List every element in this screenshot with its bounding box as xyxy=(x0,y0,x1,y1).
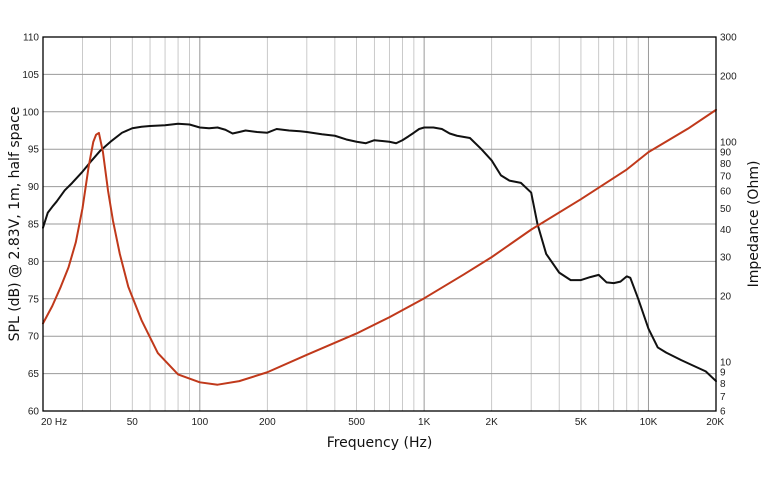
x-tick-label: 200 xyxy=(259,417,276,428)
y-tick-label: 80 xyxy=(28,257,40,268)
y2-tick-label: 6 xyxy=(720,407,726,418)
y2-tick-label: 70 xyxy=(720,172,732,183)
plot-frame xyxy=(42,36,717,412)
y-tick-labels: 60 65 70 75 80 85 90 95 100 105 110 xyxy=(22,33,39,418)
y2-tick-label: 9 xyxy=(720,368,726,379)
y-tick-label: 70 xyxy=(28,332,40,343)
y-tick-label: 60 xyxy=(28,407,40,418)
y2-tick-label: 30 xyxy=(720,253,732,264)
y2-tick-label: 300 xyxy=(720,33,737,44)
series-line-spl xyxy=(42,122,717,383)
x-axis-title: Frequency (Hz) xyxy=(327,435,433,451)
y-tick-label: 105 xyxy=(22,70,39,81)
y2-tick-label: 200 xyxy=(720,71,737,82)
x-tick-label: 500 xyxy=(348,417,365,428)
y-axis-title: SPL (dB) @ 2.83V, 1m, half space xyxy=(7,107,23,342)
y2-axis-title: Impedance (Ohm) xyxy=(746,161,762,288)
y2-tick-label: 80 xyxy=(720,159,732,170)
y-tick-label: 110 xyxy=(23,33,39,44)
x-tick-label: 5K xyxy=(575,417,588,428)
y2-tick-label: 20 xyxy=(720,291,732,302)
series-line-impedance xyxy=(42,108,717,386)
y-tick-label: 90 xyxy=(28,182,40,193)
x-tick-label: 20K xyxy=(706,417,724,428)
x-tick-label: 1K xyxy=(418,417,431,428)
y-tick-label: 95 xyxy=(28,145,40,156)
y-tick-label: 85 xyxy=(28,220,40,231)
y2-tick-label: 40 xyxy=(720,225,732,236)
x-tick-label: 20 Hz xyxy=(41,417,67,428)
y-tick-label: 100 xyxy=(22,107,39,118)
y2-tick-label: 7 xyxy=(720,392,726,403)
y2-tick-label: 10 xyxy=(720,358,732,369)
y2-tick-label: 100 xyxy=(720,138,737,149)
grid xyxy=(42,36,717,412)
y2-tick-label: 60 xyxy=(720,186,732,197)
y-tick-label: 75 xyxy=(28,294,40,305)
y2-tick-label: 90 xyxy=(720,148,732,159)
x-tick-label: 50 xyxy=(127,417,139,428)
x-tick-labels: 20 Hz 50 100 200 500 1K 2K 5K 10K 20K xyxy=(41,417,724,428)
x-tick-label: 2K xyxy=(486,417,499,428)
y-tick-label: 65 xyxy=(28,369,40,380)
y2-tick-label: 8 xyxy=(720,379,726,390)
series-layer xyxy=(42,108,717,386)
y2-tick-label: 50 xyxy=(720,204,732,215)
x-tick-label: 10K xyxy=(640,417,658,428)
x-tick-label: 100 xyxy=(191,417,208,428)
